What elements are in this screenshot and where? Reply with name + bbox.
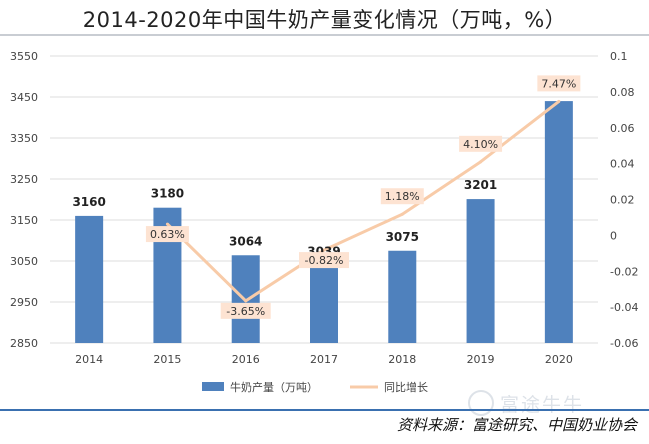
growth-label-box <box>459 135 503 152</box>
growth-value-label: 0.63% <box>150 228 185 241</box>
y-right-tick-label: 0.1 <box>610 50 628 63</box>
x-tick-label: 2015 <box>153 353 181 366</box>
bar <box>388 250 417 343</box>
x-tick-label: 2017 <box>310 353 338 366</box>
title-divider <box>0 34 649 36</box>
x-tick-label: 2020 <box>545 353 573 366</box>
growth-line <box>166 100 560 303</box>
page-title: 2014-2020年中国牛奶产量变化情况（万吨，%） <box>82 8 567 32</box>
y-left-tick-label: 2850 <box>10 337 38 350</box>
legend-bar-label: 牛奶产量（万吨） <box>230 380 318 394</box>
chart-container: 2850 2950 3050 3150 3250 3350 3450 3550 -0.06 -0.… <box>0 40 649 408</box>
legend-bar-swatch <box>202 382 224 391</box>
bar <box>310 265 338 343</box>
growth-point <box>165 222 169 226</box>
source-note: 资料来源：富途研究、中国奶业协会 <box>396 416 637 434</box>
bar-value-label: 3160 <box>72 195 105 209</box>
x-tick-label: 2019 <box>467 353 495 366</box>
y-right-tick-label: 0.08 <box>610 86 635 99</box>
growth-point <box>557 99 561 103</box>
y-right-tick-label: -0.02 <box>610 265 638 278</box>
x-tick-label: 2016 <box>232 353 260 366</box>
growth-label-box <box>220 302 271 319</box>
y-left-tick-label: 3450 <box>10 91 38 104</box>
y-right-tick-label: 0.06 <box>610 122 635 135</box>
x-tick-label: 2018 <box>388 353 416 366</box>
growth-label-box <box>145 226 189 243</box>
growth-value-label: 1.18% <box>385 190 420 203</box>
bar-value-label: 3180 <box>151 187 184 201</box>
y-right-tick-label: -0.04 <box>610 301 638 314</box>
bar <box>75 215 104 343</box>
growth-value-label: -0.82% <box>305 254 344 267</box>
growth-point <box>400 212 404 216</box>
growth-value-label: 4.10% <box>463 138 498 151</box>
growth-value-label: -3.65% <box>226 305 265 318</box>
y-left-tick-label: 3350 <box>10 132 38 145</box>
y-right-tick-label: 0.04 <box>610 158 635 171</box>
y-left-tick-label: 3050 <box>10 255 38 268</box>
bar-value-label: 3201 <box>464 178 497 192</box>
bar-value-label: 3064 <box>229 234 262 248</box>
growth-label-box <box>299 252 349 269</box>
y-right-tick-label: 0.02 <box>610 194 635 207</box>
y-right-tick-label: -0.06 <box>610 337 638 350</box>
growth-label-box <box>537 75 581 92</box>
growth-point <box>322 248 326 252</box>
y-left-tick-label: 3550 <box>10 50 38 63</box>
growth-label-box <box>380 188 424 205</box>
growth-point <box>244 299 248 303</box>
y-left-tick-label: 3150 <box>10 214 38 227</box>
x-tick-label: 2014 <box>75 353 103 366</box>
source-divider <box>0 409 649 411</box>
y-left-tick-label: 2950 <box>10 296 38 309</box>
milk-production-chart: 2850 2950 3050 3150 3250 3350 3450 3550 -0.06 -0.… <box>10 50 638 394</box>
y-right-tick-label: 0 <box>610 229 617 242</box>
bar-value-label: 3075 <box>386 230 419 244</box>
y-left-tick-label: 3250 <box>10 173 38 186</box>
bar <box>466 199 495 343</box>
growth-value-label: 7.47% <box>541 77 576 90</box>
bar <box>544 101 573 343</box>
legend-line-label: 同比增长 <box>384 380 428 394</box>
growth-point <box>479 160 483 164</box>
